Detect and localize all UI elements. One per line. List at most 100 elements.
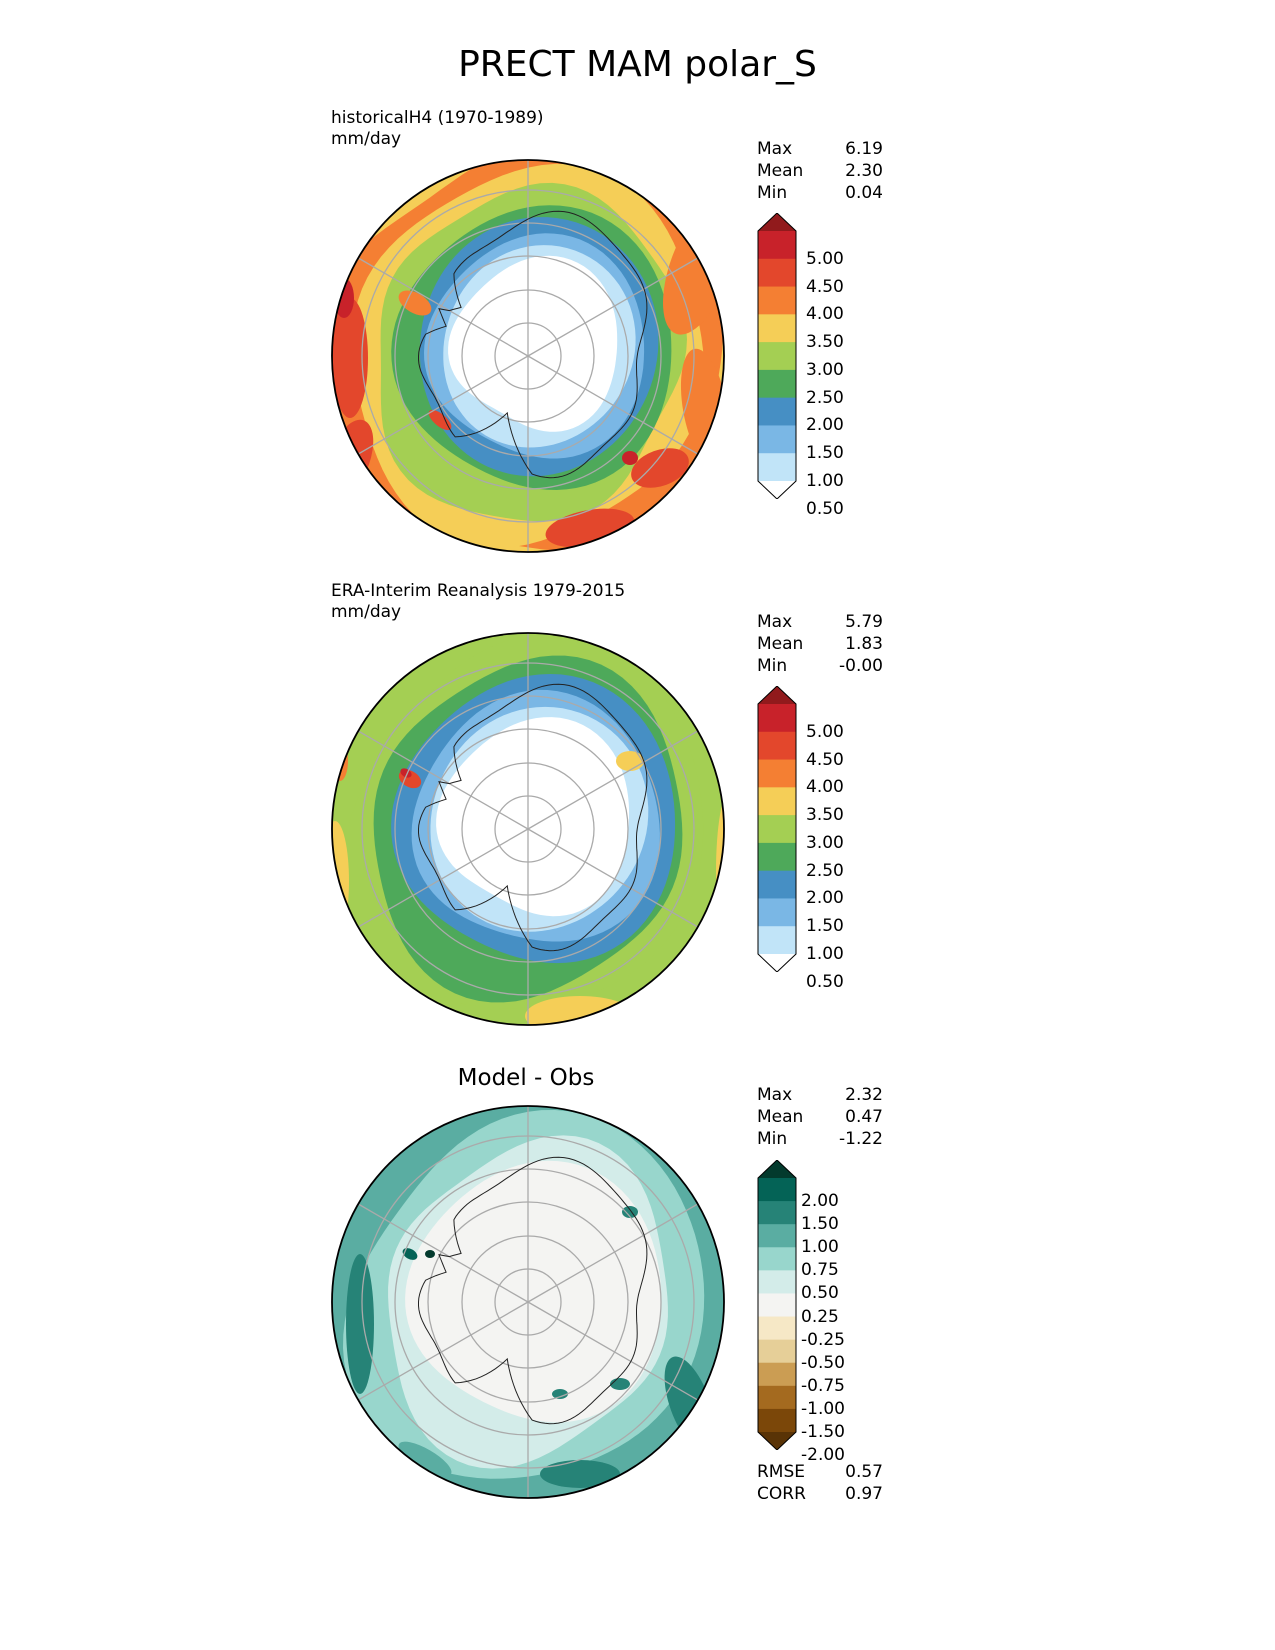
colorbar-tick-label: 4.50 — [806, 276, 844, 297]
panel-title-test: historicalH4 (1970-1989) mm/day — [331, 108, 544, 150]
colorbar-tick-label: -1.50 — [801, 1422, 845, 1442]
stat-label: Max — [757, 612, 793, 632]
panel-title-difference: Model - Obs — [457, 1065, 595, 1091]
coastline — [418, 683, 648, 952]
polar-map-test — [331, 159, 725, 553]
precip-cell — [398, 290, 432, 316]
colorbar-tick-label: 2.00 — [806, 888, 844, 909]
colorbar-tick-label: 2.50 — [806, 387, 844, 408]
colorbar-extend-min — [758, 954, 796, 972]
colorbar-segment — [758, 815, 796, 844]
precip-cell — [610, 1378, 630, 1390]
stat-label: Min — [757, 1129, 788, 1149]
colorbar-tick-label: 3.00 — [806, 359, 844, 380]
colorbar-segment — [758, 397, 796, 427]
stat-max: Max 6.19 — [757, 138, 883, 160]
colorbar-segment — [758, 453, 796, 482]
panel-units-line: mm/day — [331, 602, 402, 622]
metric-label: RMSE — [757, 1462, 806, 1482]
colorbar-extend-max — [758, 213, 796, 231]
colorbar-extend-max — [758, 686, 796, 704]
diff-band — [405, 1160, 662, 1423]
longitude-line — [357, 1203, 529, 1303]
longitude-line — [357, 355, 529, 455]
precip-cell — [428, 409, 452, 431]
metric-value: 0.57 — [845, 1462, 883, 1482]
colorbar-tick-label: -0.75 — [801, 1375, 845, 1396]
panel-title-line: historicalH4 (1970-1989) — [331, 108, 544, 128]
longitude-line — [527, 257, 699, 357]
precip-cell — [622, 451, 638, 465]
colorbar-segment — [758, 870, 796, 900]
colorbar-segment — [758, 1362, 796, 1387]
colorbar-outline — [757, 686, 797, 972]
colorbar-segment — [758, 731, 796, 761]
colorbar-tick-label: 5.00 — [806, 248, 844, 269]
colorbar-segment — [758, 258, 796, 288]
colorbar-segment — [758, 1316, 796, 1341]
colorbar-reference — [757, 686, 797, 972]
map-boundary — [331, 159, 725, 553]
map-boundary — [331, 632, 725, 1026]
longitude-line — [357, 828, 529, 928]
precip-cell — [525, 996, 635, 1025]
colorbar-difference — [757, 1160, 797, 1450]
colorbar-segment — [758, 787, 796, 816]
colorbar-tick-label: 1.50 — [801, 1214, 839, 1235]
precip-cell — [710, 428, 724, 488]
longitude-line — [357, 1301, 529, 1401]
colorbar-tick-label: -0.50 — [801, 1352, 845, 1373]
colorbar-tick-label: 3.50 — [806, 332, 844, 353]
colorbar-segment — [758, 1178, 796, 1202]
longitude-line — [527, 355, 699, 455]
colorbar-outline — [757, 213, 797, 499]
stat-value: 5.79 — [845, 612, 883, 632]
colorbar-segment — [758, 231, 796, 260]
stat-min: Min -1.22 — [757, 1128, 883, 1150]
polar-map-reference — [331, 632, 725, 1026]
precip-cell — [616, 751, 644, 771]
stat-value: 0.47 — [845, 1107, 883, 1127]
stat-value: 2.32 — [845, 1085, 883, 1105]
colorbar-test — [757, 213, 797, 499]
colorbar-segment — [758, 842, 796, 872]
stat-min: Min 0.04 — [757, 182, 883, 204]
colorbar-segment — [758, 1293, 796, 1318]
colorbar-tick-label: 1.50 — [806, 916, 844, 937]
colorbar-tick-label: 3.00 — [806, 832, 844, 853]
stat-max: Max 2.32 — [757, 1084, 883, 1106]
colorbar-segment — [758, 1270, 796, 1295]
longitude-line — [357, 730, 529, 830]
colorbar-segment — [758, 342, 796, 371]
colorbar-segment — [758, 1247, 796, 1271]
polar-map-difference — [331, 1105, 725, 1499]
panel-title-reference: ERA-Interim Reanalysis 1979-2015 mm/day — [331, 581, 625, 623]
longitude-line — [527, 1301, 699, 1401]
stat-label: Mean — [757, 161, 804, 181]
stat-min: Min -0.00 — [757, 655, 883, 677]
stat-label: Max — [757, 139, 793, 159]
precip-cell — [346, 1254, 374, 1394]
colorbar-tick-label: 2.00 — [801, 1191, 839, 1212]
metric-rmse: RMSE 0.57 — [757, 1461, 883, 1483]
precip-band — [448, 255, 618, 432]
coastline — [418, 210, 648, 479]
colorbar-extend-max — [758, 1160, 796, 1178]
precip-cell — [552, 1389, 568, 1399]
stat-label: Min — [757, 656, 788, 676]
colorbar-tick-label: -1.00 — [801, 1398, 845, 1419]
colorbar-labels-reference: 5.00 4.50 4.00 3.50 3.00 2.50 2.00 1.50 1.00 0.50 — [806, 686, 866, 990]
longitude-line — [527, 828, 699, 928]
colorbar-tick-label: 5.00 — [806, 721, 844, 742]
precip-cell — [631, 448, 689, 488]
colorbar-labels-difference: 2.00 1.50 1.00 0.75 0.50 0.25 -0.25 -0.50 -0.75-… — [801, 1160, 865, 1464]
colorbar-tick-label: 4.00 — [806, 304, 844, 325]
colorbar-segment — [758, 1201, 796, 1225]
colorbar-tick-label: 1.00 — [806, 471, 844, 491]
metrics-difference: RMSE 0.57 CORR 0.97 — [757, 1461, 883, 1505]
colorbar-tick-label: 1.00 — [806, 944, 844, 964]
map-boundary — [331, 1105, 725, 1499]
longitude-line — [527, 1203, 699, 1303]
colorbar-tick-label: 3.50 — [806, 805, 844, 826]
panel-title-line: ERA-Interim Reanalysis 1979-2015 — [331, 581, 626, 601]
